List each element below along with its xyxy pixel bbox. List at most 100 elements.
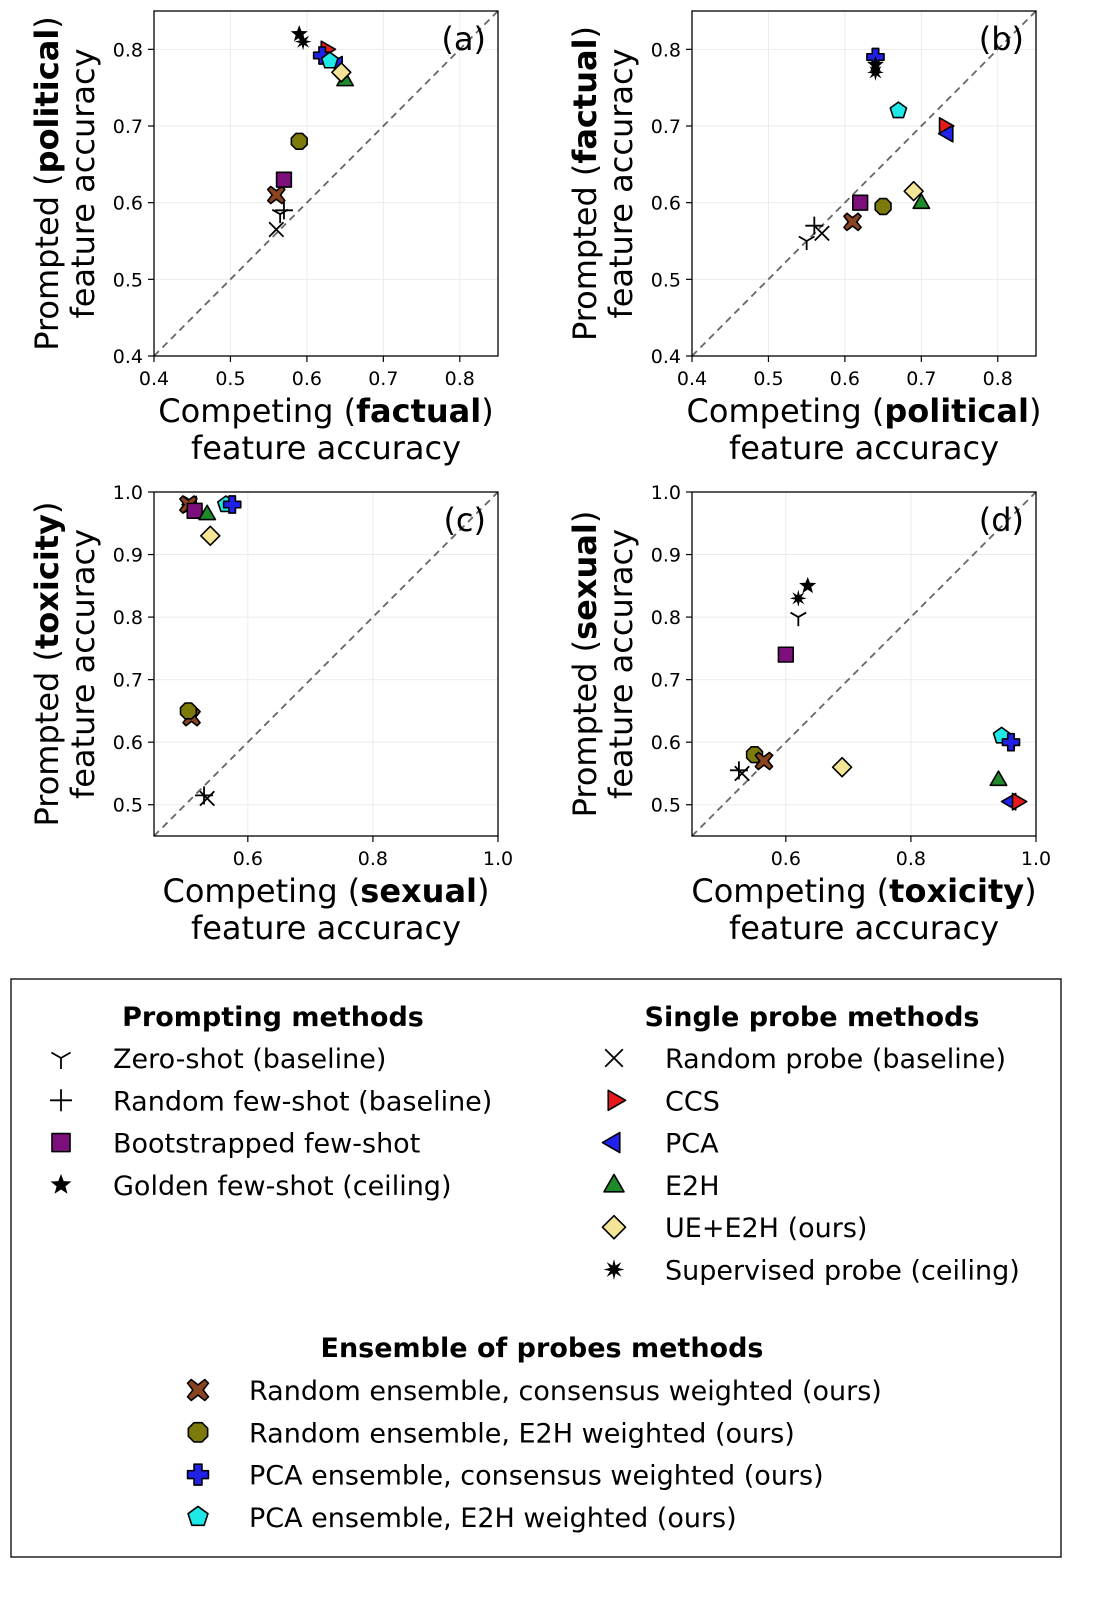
point-cross <box>222 495 242 514</box>
legend-ensemble-label: Random ensemble, consensus weighted (our… <box>249 1376 882 1407</box>
x-tick-label: 0.6 <box>771 848 801 870</box>
point-xfill-shape <box>266 185 286 205</box>
x-tick-label: 0.8 <box>896 848 926 870</box>
point-plus-shape <box>274 201 293 220</box>
point-diamond-shape <box>831 756 853 778</box>
x-tick-label: 0.8 <box>358 848 388 870</box>
point-oct <box>290 132 308 151</box>
point-tri_r-shape <box>1012 793 1027 810</box>
point-tri_u <box>912 193 931 210</box>
legend-single-marker-tri_u-shape <box>603 1173 625 1193</box>
point-tri_u <box>989 770 1008 787</box>
x-tick-label: 0.7 <box>368 368 398 390</box>
point-cross <box>1001 732 1021 752</box>
y-tick-label: 0.6 <box>651 732 681 754</box>
y-tick-label: 0.8 <box>651 39 681 61</box>
y-axis-label-line2: feature accuracy <box>64 48 102 318</box>
legend-ensemble-marker-pent-shape <box>187 1505 209 1527</box>
point-tri_l-shape <box>938 125 953 142</box>
point-x-shape <box>268 221 285 238</box>
point-tri <box>798 235 815 250</box>
point-star8-shape <box>866 63 885 81</box>
panel-b: 0.4 0.5 0.6 0.7 0.8 0.4 0.5 0.6 0.7 0.8 (b) Competi… <box>566 10 1041 467</box>
x-tick-label: 0.7 <box>906 368 936 390</box>
panel-c: 0.6 0.8 1.0 0.5 0.6 0.7 0.8 0.9 1.0 (c) Competing … <box>28 482 513 947</box>
point-star8 <box>866 63 885 81</box>
point-diamond <box>831 756 853 778</box>
x-tick-label: 1.0 <box>483 848 513 870</box>
x-axis-label-line2: feature accuracy <box>729 909 999 947</box>
point-tri_u-shape <box>912 193 931 210</box>
point-star8 <box>294 33 312 51</box>
point-square <box>275 171 293 188</box>
legend: Prompting methods Single probe methods Ens… <box>10 978 1062 1558</box>
panel-label: (d) <box>979 501 1024 539</box>
point-square <box>851 194 869 211</box>
x-tick-label: 0.5 <box>215 368 245 390</box>
legend-prompting-marker-square <box>51 1132 71 1153</box>
point-square-shape <box>186 502 203 519</box>
legend-prompting-marker-tri-shape <box>50 1051 72 1069</box>
legend-single-marker-star8-shape <box>603 1259 625 1280</box>
y-tick-label: 0.6 <box>113 732 143 754</box>
point-x-shape <box>734 765 750 782</box>
legend-ensemble-marker-cross-shape <box>186 1463 210 1486</box>
legend-prompting-marker-star5 <box>50 1173 72 1194</box>
legend-prompting-label: Zero-shot (baseline) <box>113 1044 386 1075</box>
legend-single-marker-x <box>604 1048 624 1068</box>
diagonal-reference-line <box>153 491 499 837</box>
legend-single-marker-tri_r <box>607 1089 627 1112</box>
y-tick-label: 0.7 <box>113 116 143 138</box>
x-axis-label: Competing (factual) <box>158 392 493 430</box>
point-star8 <box>789 589 807 607</box>
point-oct <box>874 197 892 216</box>
point-cross-shape <box>222 495 242 514</box>
point-pent-shape <box>320 51 339 69</box>
point-diamond <box>200 525 221 547</box>
point-tri <box>790 611 807 627</box>
point-tri_l <box>937 124 954 143</box>
y-axis-label-line2: feature accuracy <box>64 529 102 799</box>
legend-single-marker-tri_l-outline <box>601 1131 621 1154</box>
point-tri_u-shape <box>989 770 1008 787</box>
legend-ensemble-marker-xfill-shape <box>186 1378 210 1402</box>
legend-single-label: CCS <box>665 1086 720 1117</box>
point-plus <box>805 216 824 235</box>
point-square-shape <box>275 171 293 188</box>
y-axis-label: Prompted (political) <box>28 16 66 351</box>
legend-prompting-label: Bootstrapped few-shot <box>113 1129 420 1160</box>
y-axis-label: Prompted (factual) <box>566 26 604 341</box>
y-tick-label: 0.4 <box>113 346 143 368</box>
x-axis-label-line2: feature accuracy <box>729 429 999 467</box>
legend-single-marker-tri_u <box>603 1173 625 1193</box>
y-tick-label: 1.0 <box>113 482 143 504</box>
point-star5-shape <box>799 576 817 594</box>
legend-ensemble-label: PCA ensemble, consensus weighted (ours) <box>249 1461 824 1492</box>
point-square <box>186 502 203 519</box>
y-tick-label: 0.9 <box>651 545 681 567</box>
point-xfill-shape <box>843 212 862 232</box>
point-plus <box>274 201 293 220</box>
point-plus <box>195 786 214 805</box>
point-star5 <box>799 576 817 594</box>
legend-ensemble-marker-pent <box>187 1505 209 1527</box>
point-tri_u-shape <box>198 504 217 521</box>
legend-single-marker-star8 <box>603 1259 625 1280</box>
legend-single-label: PCA <box>665 1129 719 1160</box>
legend-ensemble-marker-oct-shape <box>187 1421 209 1443</box>
y-tick-label: 0.8 <box>113 39 143 61</box>
x-tick-label: 0.8 <box>983 368 1013 390</box>
x-axis-label: Competing (sexual) <box>163 872 490 910</box>
legend-single-label: Random probe (baseline) <box>665 1044 1006 1075</box>
y-tick-label: 0.7 <box>651 670 681 692</box>
point-x-shape <box>199 790 216 807</box>
legend-single-marker-tri_r-outline <box>607 1089 627 1112</box>
point-square-shape <box>851 194 869 211</box>
point-plus-shape <box>195 786 214 805</box>
point-x <box>814 225 830 242</box>
point-tri_l-outline <box>937 124 954 143</box>
point-star5-shape <box>290 25 308 42</box>
legend-single-marker-tri_r-shape <box>608 1090 626 1111</box>
y-tick-label: 0.7 <box>651 116 681 138</box>
